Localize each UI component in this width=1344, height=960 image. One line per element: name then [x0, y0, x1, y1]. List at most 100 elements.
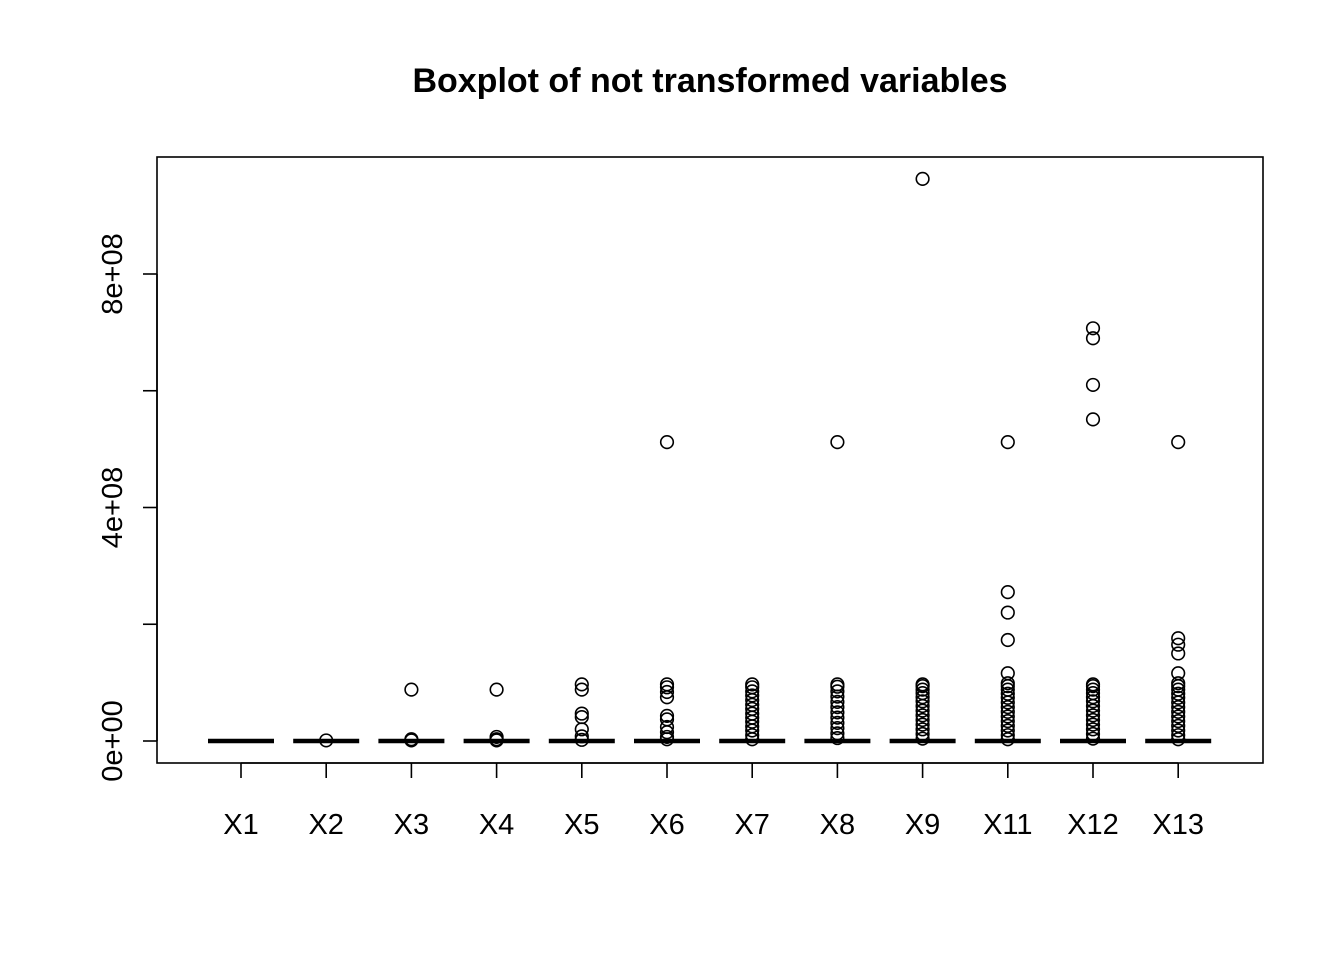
- outlier-point: [1171, 631, 1186, 646]
- outlier-point: [659, 708, 675, 723]
- outlier-point: [830, 715, 845, 731]
- outlier-point: [915, 679, 930, 694]
- outlier-point: [1085, 682, 1101, 697]
- outlier-point: [659, 725, 675, 740]
- outlier-point: [1085, 321, 1101, 336]
- outlier-point: [1085, 698, 1101, 714]
- x-tick-label-x5: X5: [564, 809, 599, 841]
- outlier-point: [830, 705, 845, 720]
- outlier-point: [915, 726, 930, 742]
- outlier-point: [1085, 331, 1101, 346]
- outlier-point: [404, 732, 419, 747]
- outlier-point: [1000, 714, 1015, 729]
- outlier-point: [830, 726, 845, 741]
- x-tick-label-x6: X6: [649, 809, 684, 841]
- chart-title: Boxplot of not transformed variables: [412, 62, 1007, 100]
- outlier-point: [659, 732, 675, 747]
- outlier-point: [830, 689, 845, 704]
- outlier-point: [404, 682, 419, 697]
- outlier-point: [745, 728, 760, 743]
- outlier-point: [1171, 732, 1186, 747]
- x-tick-label-x7: X7: [734, 809, 769, 841]
- outlier-point: [915, 171, 930, 186]
- outlier-point: [1171, 723, 1186, 738]
- outlier-point: [830, 679, 845, 694]
- outlier-point: [319, 733, 334, 748]
- outlier-point: [915, 731, 930, 746]
- outlier-point: [1085, 717, 1101, 732]
- outlier-point: [915, 703, 930, 718]
- outlier-point: [1171, 718, 1186, 733]
- outlier-point: [745, 714, 760, 729]
- outlier-point: [1000, 700, 1015, 715]
- outlier-point: [830, 684, 845, 699]
- outlier-point: [915, 690, 930, 705]
- outlier-point: [1171, 686, 1186, 701]
- box-x2: [293, 733, 360, 748]
- outlier-point: [1000, 605, 1015, 620]
- box-x3: [378, 682, 445, 748]
- outlier-point: [1085, 726, 1101, 742]
- outlier-point: [659, 677, 675, 692]
- outlier-point: [1085, 722, 1101, 737]
- outlier-point: [1000, 709, 1015, 724]
- x-tick-label-x4: X4: [479, 809, 514, 841]
- outlier-point: [1000, 435, 1015, 450]
- outlier-point: [1171, 435, 1186, 450]
- outlier-point: [1000, 728, 1015, 743]
- boxes-layer: [208, 171, 1212, 748]
- outlier-point: [830, 730, 845, 746]
- outlier-point: [745, 732, 760, 747]
- box-x13: [1145, 435, 1212, 747]
- outlier-point: [830, 710, 845, 725]
- outlier-point: [915, 717, 930, 732]
- outlier-point: [1171, 690, 1186, 705]
- outlier-point: [1000, 695, 1015, 710]
- x-tick-label-x3: X3: [394, 809, 429, 841]
- x-tick-label-x13: X13: [1152, 809, 1204, 841]
- x-axis: X1 X2 X3 X4 X5 X6 X7 X8 X9 X11 X12 X13: [223, 762, 1204, 841]
- outlier-point: [1171, 646, 1186, 661]
- outlier-point: [1085, 679, 1101, 694]
- outlier-point: [915, 712, 930, 728]
- outlier-point: [1085, 731, 1101, 746]
- outlier-point: [1000, 723, 1015, 738]
- box-x4: [463, 682, 530, 748]
- outlier-point: [1000, 632, 1015, 648]
- outlier-point: [489, 733, 504, 748]
- outlier-point: [1171, 695, 1186, 710]
- outlier-point: [915, 682, 930, 697]
- outlier-point: [1085, 712, 1101, 728]
- outlier-point: [574, 677, 589, 692]
- outlier-point: [1000, 686, 1015, 701]
- x-tick-label-x11: X11: [983, 809, 1032, 841]
- outlier-point: [1085, 703, 1101, 718]
- outlier-point: [574, 682, 589, 697]
- outlier-point: [745, 693, 760, 708]
- x-tick-label-x8: X8: [820, 809, 855, 841]
- outlier-point: [659, 684, 675, 700]
- outlier-point: [659, 435, 675, 450]
- outlier-point: [830, 721, 845, 736]
- outlier-point: [1000, 718, 1015, 733]
- outlier-point: [1085, 690, 1101, 705]
- outlier-point: [915, 694, 930, 709]
- outlier-point: [1085, 708, 1101, 723]
- outlier-point: [1171, 700, 1186, 715]
- outlier-point: [1085, 412, 1101, 427]
- outlier-point: [1171, 704, 1186, 719]
- plot-area-frame: [156, 156, 1264, 764]
- y-tick-label: 8e+08: [97, 233, 129, 314]
- outlier-point: [745, 688, 760, 703]
- outlier-point: [1000, 679, 1015, 694]
- outlier-point: [830, 700, 845, 715]
- box-x9: [889, 171, 956, 746]
- outlier-point: [1171, 714, 1186, 729]
- outlier-point: [1000, 704, 1015, 719]
- outlier-point: [1085, 377, 1101, 393]
- x-tick-label-x1: X1: [223, 809, 258, 841]
- box-x5: [548, 677, 615, 747]
- outlier-point: [1085, 694, 1101, 709]
- box-x12: [1060, 321, 1126, 746]
